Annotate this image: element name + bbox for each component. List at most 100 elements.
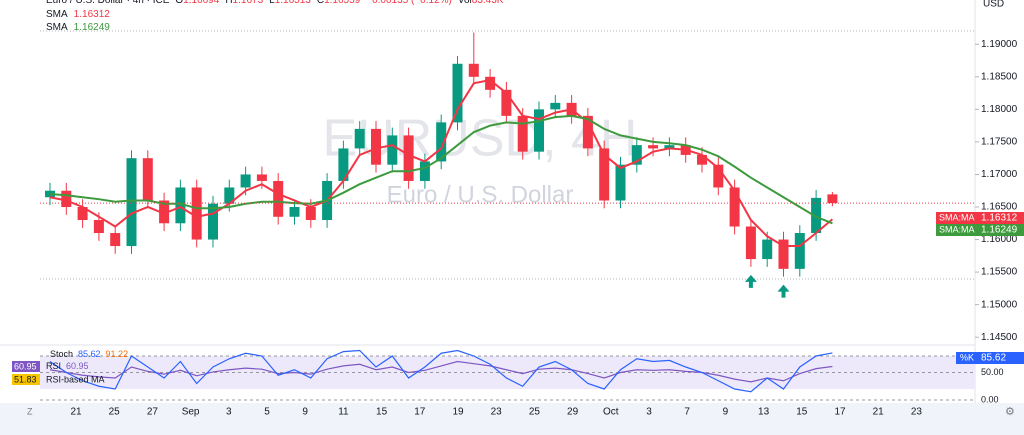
price-tick-label: 1.16000 (981, 234, 1018, 245)
indicator-tick-label: 0.00 (981, 394, 999, 404)
candle-body (77, 207, 88, 221)
rsi-ma-tag: 51.83 (14, 374, 37, 384)
watermark-subtitle: Euro / U.S. Dollar (387, 181, 574, 208)
candle-body (517, 115, 528, 152)
candle-body (550, 102, 561, 110)
candle-body (631, 145, 642, 165)
rsi-ma-name: RSI-based MA (46, 374, 105, 384)
candle-body (664, 145, 675, 149)
rsi-ma-tag-bg (12, 374, 40, 385)
sma-name: SMA (46, 22, 68, 33)
candle-body (501, 89, 512, 116)
volume: 83.43K (472, 0, 504, 6)
candle-body (582, 115, 593, 149)
candle-body (61, 190, 72, 207)
time-label: 7 (684, 407, 690, 418)
sma-legend: SMA 1.16249 (46, 22, 110, 33)
sma-name: SMA (46, 9, 68, 20)
candle-body (142, 158, 153, 201)
rsi-tag-bg (12, 361, 40, 372)
candle-body (126, 158, 137, 247)
time-label: 5 (264, 407, 270, 418)
time-label: 21 (70, 407, 82, 418)
sma-value: 1.16312 (74, 9, 111, 20)
candle-body (224, 187, 235, 204)
time-label: Oct (603, 407, 619, 418)
time-label: 19 (452, 407, 464, 418)
candle-body (371, 128, 381, 165)
candle-body (93, 220, 104, 234)
stoch_k-line (49, 349, 833, 393)
candle-body (534, 109, 544, 152)
candle-body (615, 164, 626, 201)
ohlc-label: L (269, 0, 275, 6)
time-label: 13 (758, 407, 770, 418)
candle-body (289, 207, 300, 217)
change: −0.00135 (−0.12%) (366, 0, 452, 6)
ohlc-label: O (175, 0, 183, 6)
rsi-tag: 60.95 (14, 361, 37, 371)
candle-body (240, 174, 251, 188)
currency: USD (983, 0, 1004, 10)
time-label: 9 (723, 407, 729, 418)
candle-body (419, 161, 430, 181)
sma-tag-bg (936, 212, 1024, 224)
ohlc-label: H (225, 0, 232, 6)
candle-body (762, 239, 773, 260)
candle-body (338, 148, 349, 181)
time-axis-bg (0, 403, 1024, 435)
price-tick-label: 1.15000 (981, 299, 1018, 310)
stoch-legend: Stoch 85.62 91.22 (50, 349, 128, 359)
time-label: 21 (873, 407, 885, 418)
price-tick-label: 1.16500 (981, 202, 1018, 213)
rsi-value: 60.95 (66, 361, 89, 371)
price-tick-label: 1.17500 (981, 137, 1018, 148)
price-tick-label: 1.18000 (981, 104, 1018, 115)
price-tick-label: 1.18500 (981, 71, 1018, 82)
volume-label: Vol (458, 0, 472, 6)
settings-icon[interactable]: ⚙ (1005, 406, 1015, 418)
indicator-tick-label: 50.00 (981, 367, 1004, 377)
time-label: 15 (376, 407, 388, 418)
sma-legend: SMA 1.16312 (46, 9, 110, 20)
price-tick-label: 1.14500 (981, 332, 1018, 343)
price-tick-label: 1.17000 (981, 169, 1018, 180)
sma-value: 1.16249 (74, 22, 111, 33)
sma-tag-bg (936, 224, 1024, 236)
candle-body (811, 197, 822, 234)
candle-body (436, 122, 447, 162)
candle-body (110, 233, 121, 247)
time-label: 23 (491, 407, 503, 418)
up-arrow (744, 274, 757, 288)
candle-body (354, 128, 365, 149)
candle-body (794, 233, 805, 269)
sma-tag-value: 1.16249 (981, 225, 1018, 236)
time-label: 17 (834, 407, 846, 418)
candle-body (648, 145, 659, 149)
candle-body (468, 63, 479, 77)
time-label: 25 (109, 407, 121, 418)
time-label: Sep (182, 407, 200, 418)
stoch-k-tag-bg (956, 352, 1024, 364)
stoch-band (40, 356, 975, 389)
time-label: 27 (147, 407, 159, 418)
ohlc-value: 1.16513 (275, 0, 312, 6)
candle-body (778, 239, 789, 269)
zoom-icon[interactable]: Z (27, 406, 33, 416)
sma-tag-value: 1.16312 (981, 213, 1018, 224)
time-label: 25 (529, 407, 541, 418)
candle-body (305, 207, 316, 221)
stoch-k-tag-value: 85.62 (981, 353, 1006, 364)
stoch-name: Stoch (50, 349, 73, 359)
time-label: 29 (567, 407, 579, 418)
ohlc-value: 1.16559 (324, 0, 361, 6)
candle-body (697, 154, 707, 165)
candle-body (208, 203, 218, 240)
ohlc-value: 1.16694 (183, 0, 220, 6)
sma-line (49, 78, 834, 248)
candle-body (175, 187, 186, 224)
stoch-d: 91.22 (106, 349, 129, 359)
candle-body (745, 226, 756, 260)
ohlc-value: 1.1673 (233, 0, 264, 6)
stoch-k: 85.62 (78, 349, 101, 359)
